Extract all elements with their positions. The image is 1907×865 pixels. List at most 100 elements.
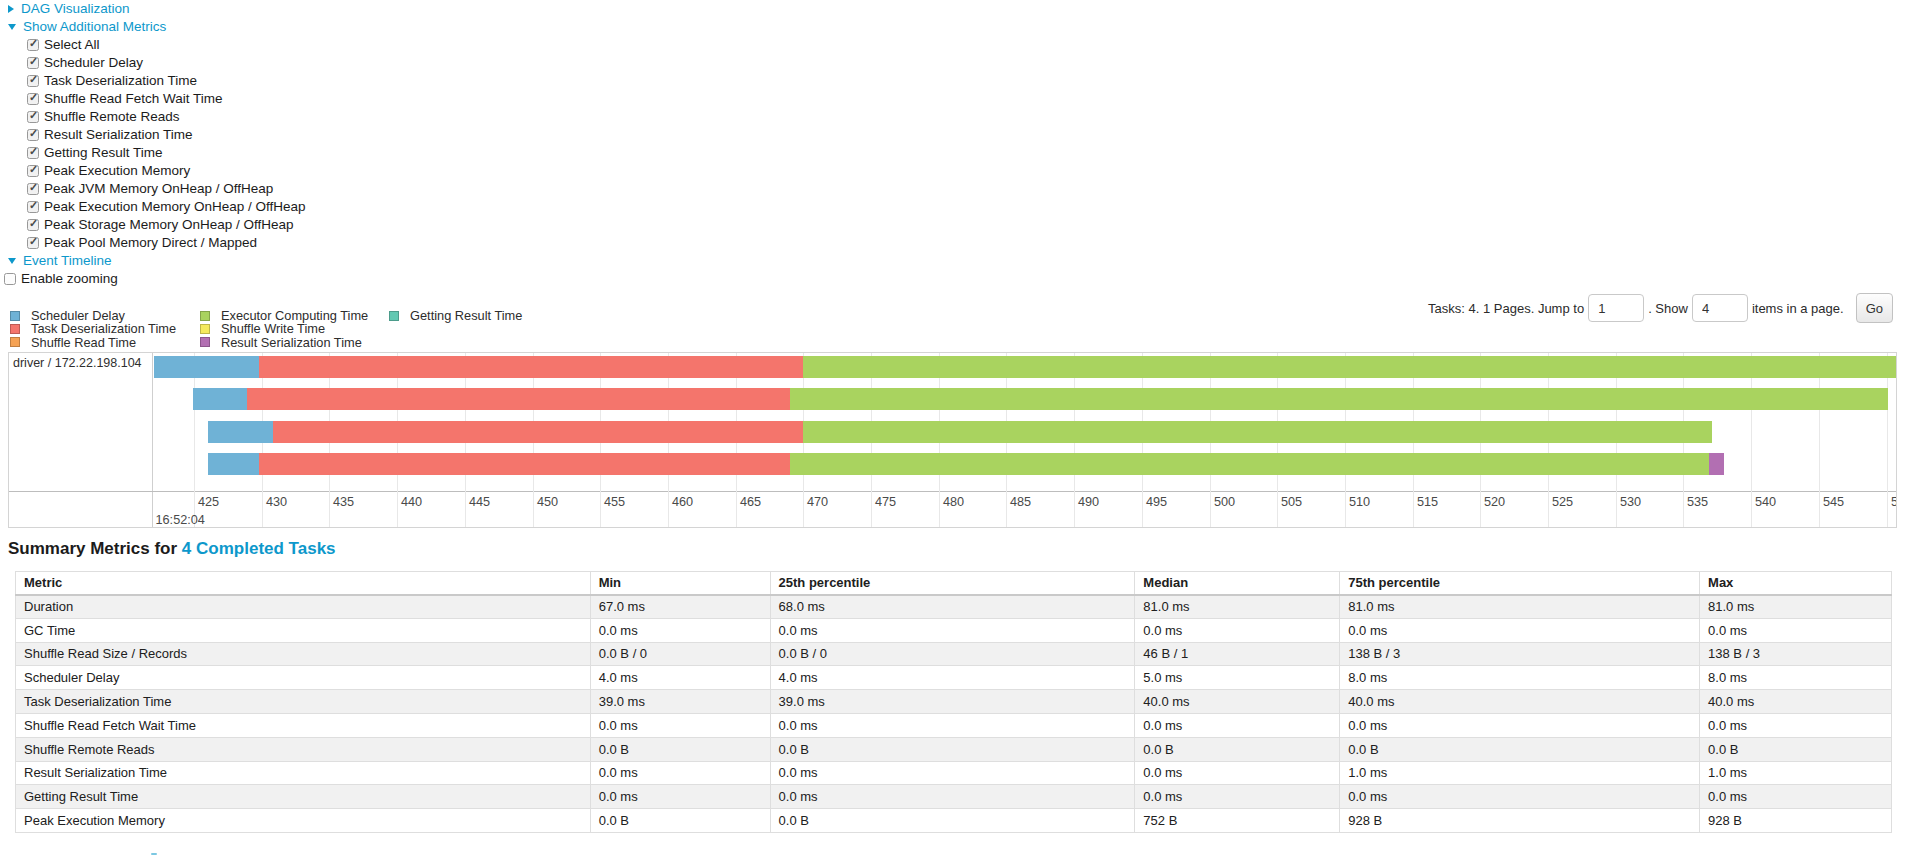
summary-heading-text: Summary Metrics for [8, 539, 177, 558]
table-cell: 81.0 ms [1340, 595, 1700, 619]
task-bar-segment-scheduler-delay[interactable] [208, 453, 259, 475]
table-cell: 40.0 ms [1340, 690, 1700, 714]
event-timeline-toggle[interactable]: Event Timeline [0, 252, 306, 270]
show-additional-metrics-label: Show Additional Metrics [23, 18, 166, 36]
axis-line [9, 491, 154, 492]
metric-checkbox-label: Shuffle Read Fetch Wait Time [44, 90, 223, 108]
axis-tick-label: 500 [1214, 495, 1235, 509]
event-timeline-chart: driver / 172.22.198.104 4254304354404454… [8, 352, 1897, 528]
table-cell: Shuffle Read Fetch Wait Time [16, 713, 591, 737]
table-row: Shuffle Read Fetch Wait Time0.0 ms0.0 ms… [16, 713, 1892, 737]
items-per-page-input[interactable] [1692, 294, 1748, 322]
table-cell: 40.0 ms [1700, 690, 1892, 714]
legend-item: Scheduler Delay [10, 309, 176, 322]
jump-to-page-input[interactable] [1588, 294, 1644, 322]
task-bar-segment-scheduler-delay[interactable] [208, 421, 273, 443]
table-cell: 39.0 ms [590, 690, 770, 714]
metric-checkbox-task-deserialization-time[interactable] [27, 75, 39, 87]
table-cell: 138 B / 3 [1340, 642, 1700, 666]
table-header-cell: Min [590, 572, 770, 595]
axis-tick-label: 525 [1552, 495, 1573, 509]
metric-checkbox-shuffle-read-fetch-wait-time[interactable] [27, 93, 39, 105]
show-additional-metrics-toggle[interactable]: Show Additional Metrics [0, 18, 306, 36]
summary-metrics-heading: Summary Metrics for 4 Completed Tasks [8, 539, 336, 559]
table-row: Peak Execution Memory0.0 B0.0 B752 B928 … [16, 809, 1892, 833]
axis-major-label: 16:52:04 [156, 513, 205, 527]
metric-checkbox-peak-execution-memory[interactable] [27, 165, 39, 177]
table-cell: 0.0 B [770, 809, 1135, 833]
axis-tick-label: 470 [807, 495, 828, 509]
table-cell: 8.0 ms [1340, 666, 1700, 690]
legend-swatch [10, 311, 20, 321]
metric-checkbox-select-all[interactable] [27, 39, 39, 51]
table-cell: 0.0 B [1135, 737, 1340, 761]
task-bar-segment-result-serialization[interactable] [1709, 453, 1724, 475]
legend-item: Result Serialization Time [200, 336, 368, 349]
table-cell: 81.0 ms [1700, 595, 1892, 619]
pagination-text: items in a page. [1752, 301, 1844, 316]
metric-checkbox-peak-storage-memory-onheap-offheap[interactable] [27, 219, 39, 231]
table-cell: 0.0 ms [590, 785, 770, 809]
metric-checkbox-label: Peak Execution Memory OnHeap / OffHeap [44, 198, 306, 216]
metric-checkbox-label: Peak Pool Memory Direct / Mapped [44, 234, 257, 252]
table-cell: 0.0 ms [1340, 713, 1700, 737]
task-bar-segment-executor-computing[interactable] [803, 356, 1896, 378]
table-cell: 39.0 ms [770, 690, 1135, 714]
table-cell: 0.0 ms [590, 761, 770, 785]
task-bar-segment-executor-computing[interactable] [790, 388, 1888, 410]
table-cell: 68.0 ms [770, 595, 1135, 619]
go-button[interactable]: Go [1856, 293, 1893, 323]
legend-label: Shuffle Read Time [31, 336, 136, 349]
enable-zooming-row: Enable zooming [0, 270, 306, 288]
metric-checkbox-label: Peak JVM Memory OnHeap / OffHeap [44, 180, 273, 198]
metric-checkbox-peak-jvm-memory-onheap-offheap[interactable] [27, 183, 39, 195]
table-cell: 928 B [1340, 809, 1700, 833]
metric-checkbox-peak-pool-memory-direct-mapped[interactable] [27, 237, 39, 249]
gridline [1887, 353, 1888, 527]
collapsed-arrow-icon [8, 5, 14, 13]
metric-checkbox-peak-execution-memory-onheap-offheap[interactable] [27, 201, 39, 213]
task-bar-segment-scheduler-delay[interactable] [193, 388, 247, 410]
axis-tick-label: 530 [1620, 495, 1641, 509]
metric-checkbox-label: Select All [44, 36, 100, 54]
table-cell: Getting Result Time [16, 785, 591, 809]
task-bar-segment-executor-computing[interactable] [803, 421, 1712, 443]
metric-checkbox-label: Peak Execution Memory [44, 162, 190, 180]
task-bar-segment-executor-computing[interactable] [790, 453, 1709, 475]
task-bar-segment-scheduler-delay[interactable] [154, 356, 259, 378]
expanded-arrow-icon [8, 258, 16, 264]
axis-tick-label: 495 [1146, 495, 1167, 509]
metric-checkbox-row: Peak Execution Memory OnHeap / OffHeap [0, 198, 306, 216]
task-pagination: Tasks: 4. 1 Pages. Jump to . Show items … [1424, 292, 1893, 324]
task-bar-segment-task-deserialization[interactable] [259, 453, 790, 475]
axis-tick-label: 435 [333, 495, 354, 509]
metric-checkbox-label: Shuffle Remote Reads [44, 108, 180, 126]
dag-visualization-toggle[interactable]: DAG Visualization [0, 0, 306, 18]
metric-checkbox-getting-result-time[interactable] [27, 147, 39, 159]
axis-tick-label: 440 [401, 495, 422, 509]
table-cell: Peak Execution Memory [16, 809, 591, 833]
metric-checkbox-row: Getting Result Time [0, 144, 306, 162]
table-cell: Shuffle Remote Reads [16, 737, 591, 761]
metric-checkbox-shuffle-remote-reads[interactable] [27, 111, 39, 123]
table-header-cell: Max [1700, 572, 1892, 595]
completed-tasks-link[interactable]: 4 Completed Tasks [182, 539, 336, 558]
enable-zooming-checkbox[interactable] [4, 273, 16, 285]
legend-label: Shuffle Write Time [221, 322, 325, 335]
axis-tick-label: 425 [198, 495, 219, 509]
task-bar-segment-task-deserialization[interactable] [259, 356, 803, 378]
axis-tick-label: 550 [1891, 495, 1896, 509]
legend-label: Executor Computing Time [221, 309, 368, 322]
metric-checkbox-result-serialization-time[interactable] [27, 129, 39, 141]
legend-swatch [200, 324, 210, 334]
table-cell: 0.0 B [770, 737, 1135, 761]
gridline [1751, 353, 1752, 527]
table-row: Duration67.0 ms68.0 ms81.0 ms81.0 ms81.0… [16, 595, 1892, 619]
task-bar-segment-task-deserialization[interactable] [273, 421, 804, 443]
table-header-cell: Metric [16, 572, 591, 595]
table-cell: 0.0 ms [1135, 618, 1340, 642]
table-cell: 0.0 ms [770, 618, 1135, 642]
metric-checkbox-scheduler-delay[interactable] [27, 57, 39, 69]
table-cell: 1.0 ms [1700, 761, 1892, 785]
task-bar-segment-task-deserialization[interactable] [247, 388, 790, 410]
